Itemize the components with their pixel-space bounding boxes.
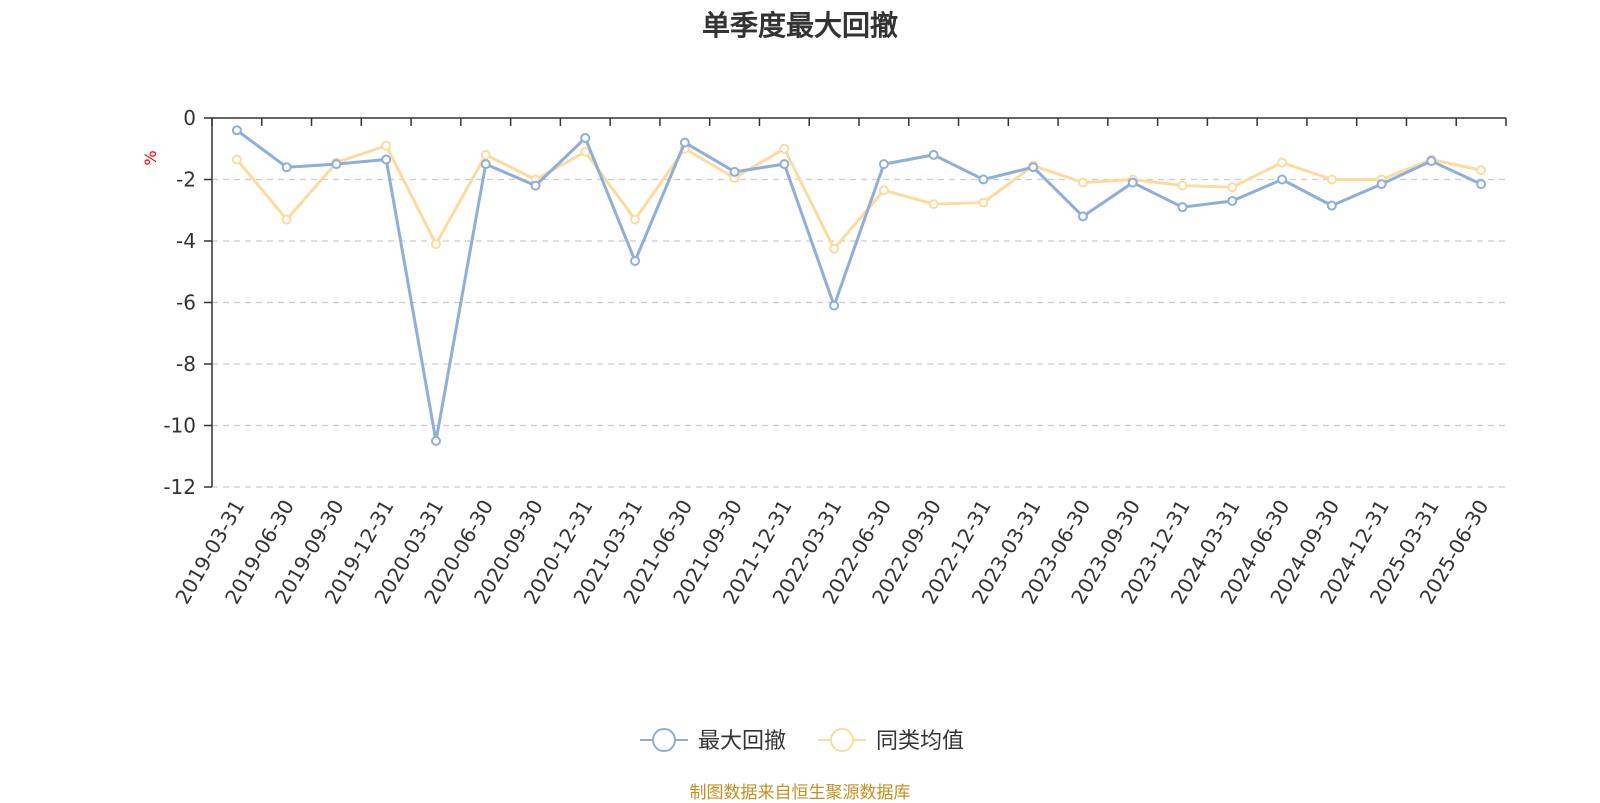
y-tick-label: -8 <box>176 352 196 376</box>
axes: 0-2-4-6-8-10-12%2019-03-312019-06-302019… <box>141 106 1507 608</box>
data-point <box>1376 179 1387 190</box>
data-point <box>231 154 242 165</box>
data-point <box>1177 202 1188 213</box>
y-tick-label: -6 <box>176 291 196 315</box>
data-point <box>1077 211 1088 222</box>
data-point <box>928 149 939 160</box>
data-point <box>1426 156 1437 167</box>
data-point <box>381 154 392 165</box>
data-point <box>1177 180 1188 191</box>
data-point <box>1227 182 1238 193</box>
data-point <box>779 159 790 170</box>
y-axis-label: % <box>141 150 160 165</box>
data-point <box>878 185 889 196</box>
data-point <box>1326 174 1337 185</box>
legend: 最大回撤 同类均值 <box>640 728 964 754</box>
data-point <box>978 197 989 208</box>
data-point <box>331 159 342 170</box>
legend-label: 最大回撤 <box>698 729 786 754</box>
data-point <box>281 162 292 173</box>
legend-item: 同类均值 <box>818 728 964 754</box>
data-point <box>1476 165 1487 176</box>
data-point <box>729 166 740 177</box>
data-point <box>480 149 491 160</box>
data-point <box>480 159 491 170</box>
grid-lines <box>212 178 1506 488</box>
data-point <box>281 214 292 225</box>
y-tick-label: -2 <box>176 168 196 192</box>
data-point <box>231 125 242 136</box>
data-point <box>630 255 641 266</box>
y-tick-label: 0 <box>183 106 196 130</box>
y-tick-label: -4 <box>176 229 196 253</box>
data-point <box>679 137 690 148</box>
data-point <box>779 143 790 154</box>
legend-label: 同类均值 <box>876 729 964 754</box>
chart-title: 单季度最大回撤 <box>701 9 898 42</box>
series-line <box>235 144 1482 251</box>
series-lines <box>231 125 1487 446</box>
source-note: 制图数据来自恒生聚源数据库 <box>689 783 911 803</box>
data-point <box>878 159 889 170</box>
legend-swatch-marker <box>652 728 676 752</box>
data-point <box>430 435 441 446</box>
data-point <box>1326 200 1337 211</box>
data-point <box>1127 177 1138 188</box>
legend-swatch-marker <box>830 728 854 752</box>
data-point <box>829 300 840 311</box>
legend-item: 最大回撤 <box>640 728 786 754</box>
data-point <box>381 140 392 151</box>
data-point <box>1077 177 1088 188</box>
data-point <box>1028 162 1039 173</box>
data-point <box>530 180 541 191</box>
data-point <box>580 132 591 143</box>
data-point <box>829 243 840 254</box>
data-point <box>928 199 939 210</box>
series-line <box>235 129 1482 443</box>
data-point <box>580 146 591 157</box>
y-tick-label: -12 <box>163 475 196 499</box>
data-point <box>1277 174 1288 185</box>
y-tick-label: -10 <box>163 414 196 438</box>
data-point <box>1476 179 1487 190</box>
data-point <box>1277 157 1288 168</box>
data-point <box>1227 196 1238 207</box>
data-point <box>978 174 989 185</box>
data-point <box>630 214 641 225</box>
data-point <box>430 239 441 250</box>
